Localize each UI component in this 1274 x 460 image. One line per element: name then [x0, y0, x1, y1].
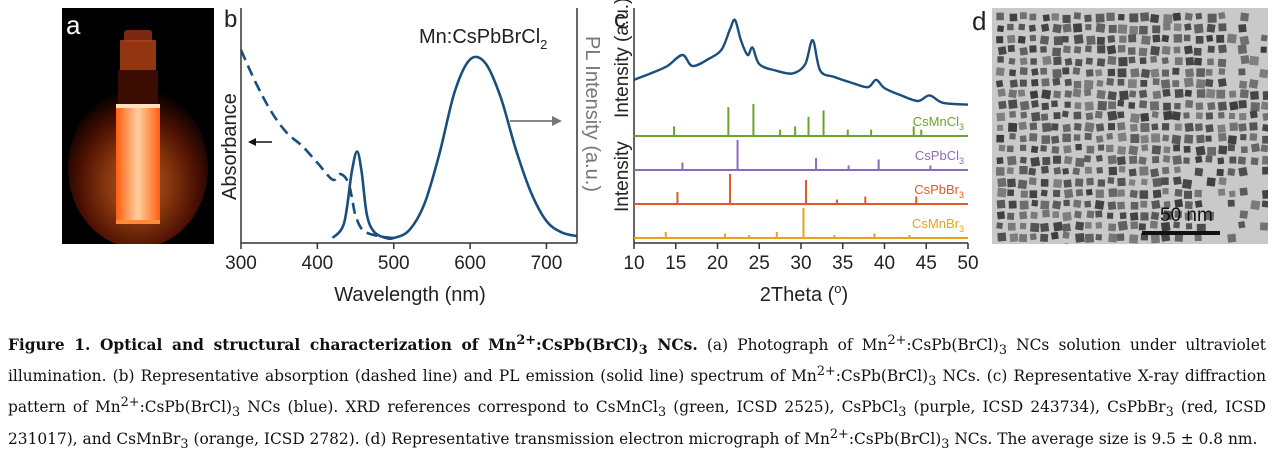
panel-label-c: c — [614, 6, 626, 33]
panel-c-chart: c 10 15 20 25 30 35 40 45 50 CsMnCl3 CsPbCl3 CsPbB… — [612, 0, 979, 306]
x-tick-label: 20 — [707, 253, 728, 274]
x-tick-label: 600 — [454, 253, 486, 274]
panel-label-d: d — [972, 6, 987, 36]
x-tick-label: 50 — [957, 253, 978, 274]
x-tick-label: 10 — [623, 253, 644, 274]
panel-a-photo: a — [62, 8, 214, 248]
absorbance-curve — [239, 49, 394, 240]
wavelength-label: Wavelength (nm) — [334, 284, 486, 306]
x-tick-label: 30 — [790, 253, 811, 274]
arrow-right-head — [552, 116, 562, 126]
x-tick-label: 45 — [916, 253, 937, 274]
panel-d-tem: 50 nm d — [972, 6, 1272, 255]
xrd-pattern — [633, 18, 969, 106]
figure-caption: Figure 1. Optical and structural charact… — [8, 333, 1266, 452]
x-tick-label: 25 — [749, 253, 770, 274]
panel-b: b 300 400 500 600 700 Mn:CsPbBrCl2 Absorbanc… — [214, 0, 604, 320]
panel-label-b: b — [224, 6, 237, 33]
intensity-au-label: Intensity (a.u.) — [612, 0, 633, 118]
x-tick-label: 15 — [665, 253, 686, 274]
pl-curve — [331, 55, 578, 241]
x-tick-label: 40 — [874, 253, 895, 274]
panel-b-chart: b 300 400 500 600 700 Mn:CsPbBrCl2 Absorbanc… — [219, 6, 603, 306]
tem-image: 50 nm — [992, 8, 1272, 255]
pl-intensity-label: PL Intensity (a.u.) — [581, 36, 603, 192]
reference-label: CsPbCl3 — [915, 148, 964, 166]
arrow-left-head — [248, 138, 256, 146]
intensity-label: Intensity — [612, 141, 633, 212]
reference-label: CsPbBr3 — [914, 182, 964, 200]
x-ticks: 300 400 500 600 700 — [225, 243, 562, 274]
x-tick-label: 400 — [302, 253, 334, 274]
reference-label: CsMnBr3 — [912, 216, 964, 234]
x-tick-label: 300 — [225, 253, 257, 274]
panel-c: c 10 15 20 25 30 35 40 45 50 CsMnCl3 CsPbCl3 CsPbB… — [604, 0, 988, 320]
absorbance-label: Absorbance — [219, 93, 241, 200]
panel-label-a: a — [66, 10, 81, 40]
reference-patterns: CsMnCl3 CsPbCl3 CsPbBr3 CsMnBr3 — [634, 104, 968, 239]
x-tick-label: 35 — [832, 253, 853, 274]
cuvette-photo — [62, 8, 214, 248]
scale-bar — [1142, 231, 1220, 235]
x-tick-label: 500 — [378, 253, 410, 274]
x-tick-label: 700 — [531, 253, 563, 274]
caption-figure-number: Figure 1. — [8, 336, 91, 355]
x-ticks: 10 15 20 25 30 35 40 45 50 — [623, 243, 979, 274]
two-theta-label: 2Theta (o) — [760, 281, 848, 306]
sample-label: Mn:CsPbBrCl2 — [419, 26, 547, 52]
scale-bar-label: 50 nm — [1160, 205, 1213, 226]
reference-label: CsMnCl3 — [913, 114, 964, 132]
